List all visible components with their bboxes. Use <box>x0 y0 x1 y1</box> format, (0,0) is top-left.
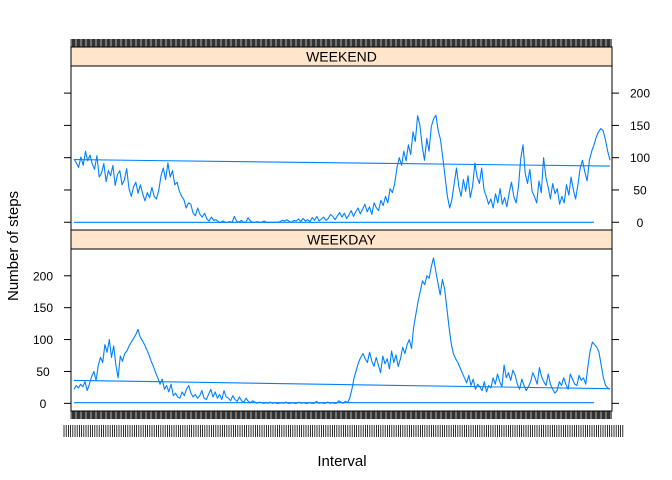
x-axis-label: Interval <box>317 453 366 470</box>
series-activity-line <box>73 114 611 223</box>
y-tick-label: 150 <box>33 301 53 315</box>
y-tick-label: 150 <box>630 119 650 133</box>
y-axis-label: Number of steps <box>5 191 22 301</box>
y-tick-label: 0 <box>40 397 47 411</box>
y-tick-label: 200 <box>33 269 53 283</box>
y-tick-label: 50 <box>633 183 647 197</box>
y-tick-label: 200 <box>630 87 650 101</box>
panel-frame <box>70 65 613 231</box>
series-trend-line <box>73 159 611 167</box>
y-tick-label: 50 <box>36 365 50 379</box>
y-tick-label: 100 <box>630 151 650 165</box>
panel-frame <box>70 248 613 412</box>
series-trend-line <box>73 379 611 390</box>
y-tick-label: 0 <box>637 216 644 230</box>
panel-strip-label: WEEKEND <box>306 49 377 65</box>
panel-strip-label: WEEKDAY <box>307 232 377 248</box>
y-tick-label: 100 <box>33 333 53 347</box>
